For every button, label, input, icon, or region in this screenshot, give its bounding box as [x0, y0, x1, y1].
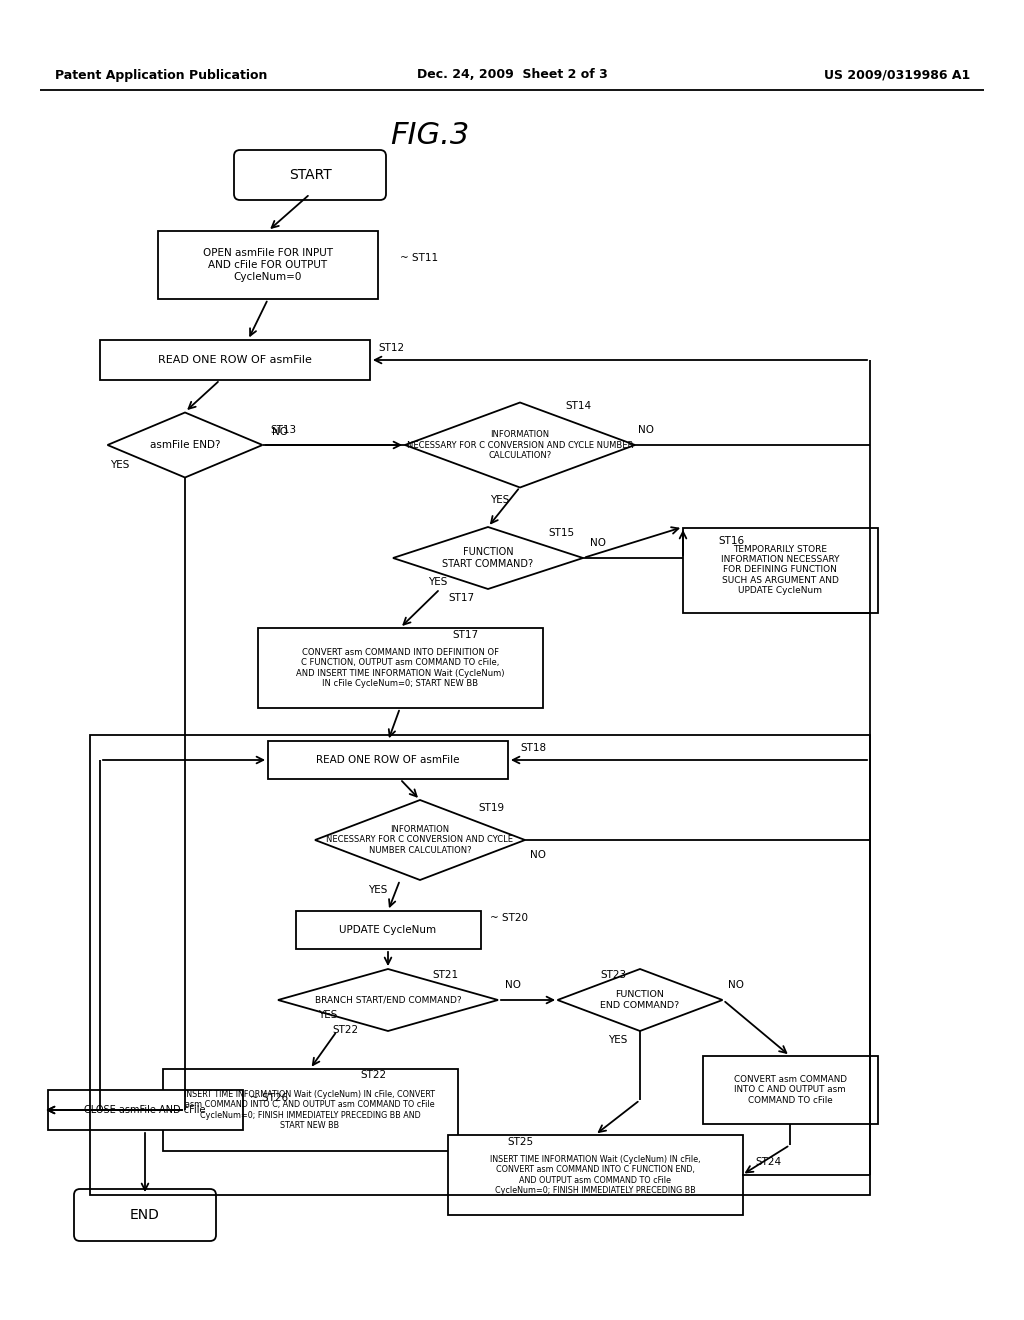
Text: BRANCH START/END COMMAND?: BRANCH START/END COMMAND?: [314, 995, 462, 1005]
Bar: [447, 1135, 742, 1214]
Text: ~ ST20: ~ ST20: [490, 913, 528, 923]
Text: asmFile END?: asmFile END?: [150, 440, 220, 450]
Text: ST22: ST22: [332, 1026, 358, 1035]
Text: CONVERT asm COMMAND INTO DEFINITION OF
C FUNCTION, OUTPUT asm COMMAND TO cFile,
: CONVERT asm COMMAND INTO DEFINITION OF C…: [296, 648, 504, 688]
Text: NO: NO: [505, 979, 521, 990]
Bar: [702, 1056, 878, 1125]
Text: FIG.3: FIG.3: [390, 120, 470, 149]
Polygon shape: [315, 800, 525, 880]
Text: ~ ST26: ~ ST26: [250, 1093, 288, 1104]
Text: FUNCTION
START COMMAND?: FUNCTION START COMMAND?: [442, 548, 534, 569]
Text: Patent Application Publication: Patent Application Publication: [55, 69, 267, 82]
Bar: [296, 911, 480, 949]
Text: READ ONE ROW OF asmFile: READ ONE ROW OF asmFile: [158, 355, 312, 366]
Text: TEMPORARILY STORE
INFORMATION NECESSARY
FOR DEFINING FUNCTION
SUCH AS ARGUMENT A: TEMPORARILY STORE INFORMATION NECESSARY …: [721, 545, 840, 595]
Text: YES: YES: [428, 577, 447, 587]
Text: ST25: ST25: [507, 1137, 534, 1147]
FancyBboxPatch shape: [74, 1189, 216, 1241]
Text: YES: YES: [368, 884, 387, 895]
Text: ST14: ST14: [565, 401, 591, 411]
Text: UPDATE CycleNum: UPDATE CycleNum: [339, 925, 436, 935]
Bar: [47, 1090, 243, 1130]
Polygon shape: [557, 969, 723, 1031]
Text: FUNCTION
END COMMAND?: FUNCTION END COMMAND?: [600, 990, 680, 1010]
Polygon shape: [278, 969, 498, 1031]
Bar: [158, 231, 378, 300]
Bar: [90, 735, 870, 1195]
Text: ST12: ST12: [378, 343, 404, 352]
Text: ST13: ST13: [270, 425, 296, 436]
Polygon shape: [108, 412, 262, 478]
Text: ST15: ST15: [548, 528, 574, 539]
Text: ST18: ST18: [520, 743, 546, 752]
Text: INFORMATION
NECESSARY FOR C CONVERSION AND CYCLE NUMBER
CALCULATION?: INFORMATION NECESSARY FOR C CONVERSION A…: [407, 430, 633, 459]
Bar: [163, 1069, 458, 1151]
Text: INFORMATION
NECESSARY FOR C CONVERSION AND CYCLE
NUMBER CALCULATION?: INFORMATION NECESSARY FOR C CONVERSION A…: [327, 825, 513, 855]
Bar: [683, 528, 878, 612]
Text: INSERT TIME INFORMATION Wait (CycleNum) IN cFile,
CONVERT asm COMMAND INTO C FUN: INSERT TIME INFORMATION Wait (CycleNum) …: [489, 1155, 700, 1195]
Polygon shape: [393, 527, 583, 589]
Text: START: START: [289, 168, 332, 182]
Text: Dec. 24, 2009  Sheet 2 of 3: Dec. 24, 2009 Sheet 2 of 3: [417, 69, 607, 82]
Text: READ ONE ROW OF asmFile: READ ONE ROW OF asmFile: [316, 755, 460, 766]
Text: NO: NO: [728, 979, 744, 990]
Text: YES: YES: [318, 1010, 337, 1020]
Text: YES: YES: [110, 459, 129, 470]
Text: NO: NO: [272, 426, 288, 437]
Text: ST16: ST16: [718, 536, 744, 546]
Text: YES: YES: [608, 1035, 628, 1045]
Text: YES: YES: [490, 495, 509, 506]
Text: NO: NO: [638, 425, 654, 436]
Text: ST24: ST24: [755, 1158, 781, 1167]
Text: NO: NO: [590, 539, 606, 548]
Polygon shape: [406, 403, 635, 487]
Text: NO: NO: [530, 850, 546, 861]
Text: INSERT TIME INFORMATION Wait (CycleNum) IN cFile, CONVERT
asm COMMAND INTO C, AN: INSERT TIME INFORMATION Wait (CycleNum) …: [184, 1090, 435, 1130]
Text: CLOSE asmFile AND cFile: CLOSE asmFile AND cFile: [84, 1105, 206, 1115]
Text: ST19: ST19: [478, 803, 504, 813]
Text: ST22: ST22: [360, 1071, 386, 1080]
Bar: [100, 341, 370, 380]
Text: ST21: ST21: [432, 970, 458, 979]
Text: ST17: ST17: [449, 593, 474, 603]
Text: OPEN asmFile FOR INPUT
AND cFile FOR OUTPUT
CycleNum=0: OPEN asmFile FOR INPUT AND cFile FOR OUT…: [203, 248, 333, 281]
Text: CONVERT asm COMMAND
INTO C AND OUTPUT asm
COMMAND TO cFile: CONVERT asm COMMAND INTO C AND OUTPUT as…: [733, 1074, 847, 1105]
Text: ~ ST11: ~ ST11: [400, 253, 438, 263]
Bar: [268, 741, 508, 779]
Text: ST17: ST17: [452, 630, 478, 640]
FancyBboxPatch shape: [234, 150, 386, 201]
Text: ST23: ST23: [600, 970, 626, 979]
Text: US 2009/0319986 A1: US 2009/0319986 A1: [823, 69, 970, 82]
Bar: [257, 628, 543, 708]
Text: END: END: [130, 1208, 160, 1222]
